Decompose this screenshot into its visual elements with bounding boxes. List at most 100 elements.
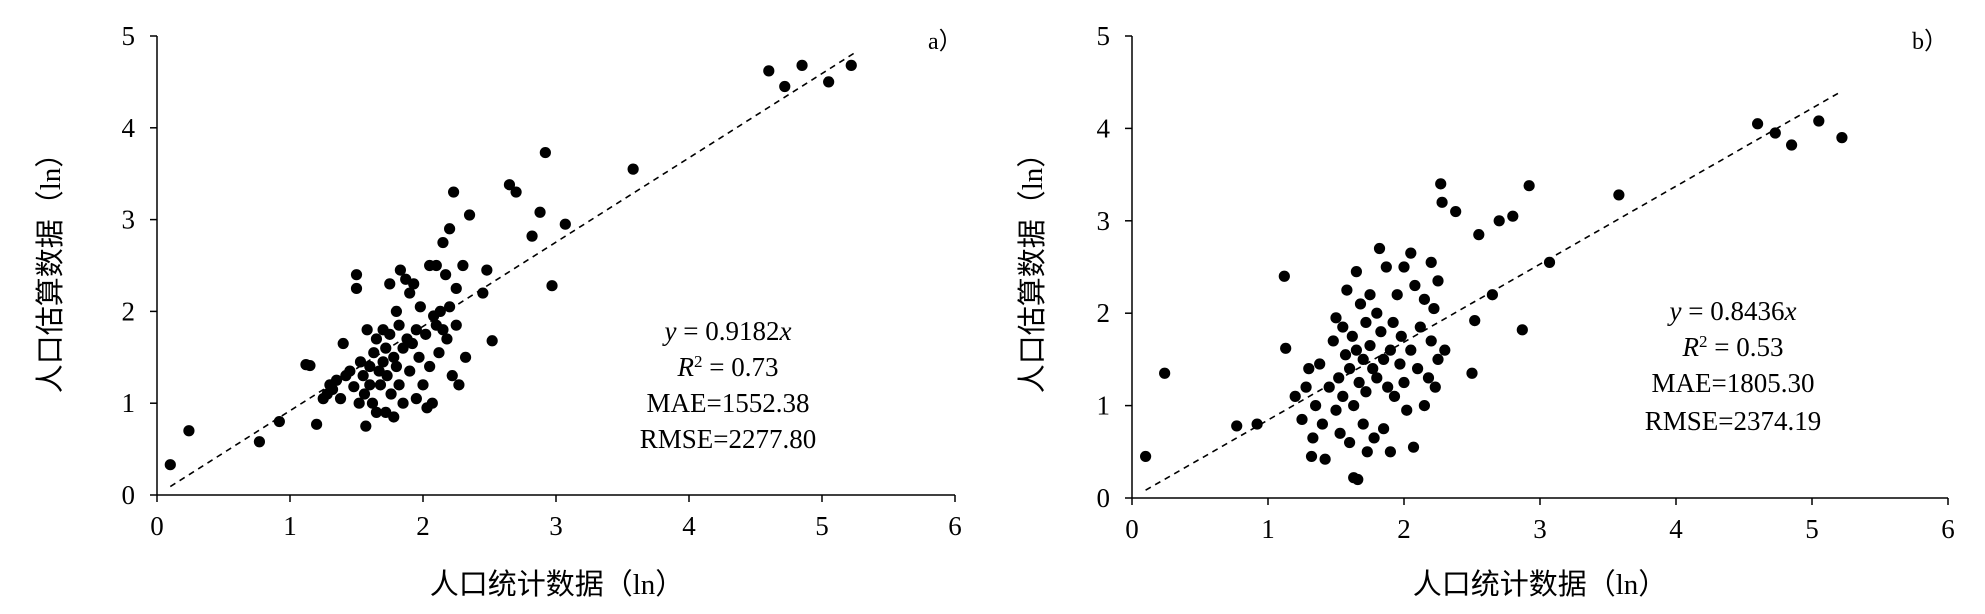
y-tick-label: 2 bbox=[122, 296, 136, 326]
y-tick-label: 5 bbox=[122, 21, 136, 51]
data-point bbox=[374, 379, 387, 391]
scatter-points bbox=[1140, 115, 1848, 486]
equation-y: y bbox=[1667, 296, 1682, 326]
data-point bbox=[1378, 423, 1390, 435]
data-point bbox=[326, 383, 339, 396]
data-point bbox=[1352, 473, 1364, 486]
data-point bbox=[1371, 307, 1383, 319]
data-point bbox=[1323, 381, 1335, 393]
data-point bbox=[1432, 275, 1444, 287]
data-point bbox=[354, 356, 367, 368]
data-point bbox=[450, 319, 462, 331]
x-tick-label: 4 bbox=[682, 511, 696, 541]
data-point bbox=[486, 335, 498, 347]
x-axis-label: 人口统计数据（ln） bbox=[1413, 568, 1668, 601]
x-tick-label: 1 bbox=[283, 511, 297, 541]
data-point bbox=[1836, 132, 1848, 144]
data-point bbox=[1401, 404, 1413, 416]
data-point bbox=[1330, 312, 1342, 324]
r-symbol: R bbox=[1682, 332, 1700, 362]
data-point bbox=[393, 319, 405, 331]
data-point bbox=[1357, 353, 1369, 365]
data-point bbox=[388, 351, 400, 363]
y-tick-label: 4 bbox=[1097, 113, 1111, 143]
data-point bbox=[1350, 344, 1362, 356]
data-point bbox=[457, 259, 469, 272]
data-point bbox=[1507, 210, 1519, 222]
data-point bbox=[253, 436, 266, 448]
data-point bbox=[426, 397, 438, 409]
data-point bbox=[1450, 205, 1462, 218]
x-tick-label: 1 bbox=[1261, 514, 1275, 544]
data-point bbox=[394, 264, 406, 276]
x-tick-label: 2 bbox=[416, 511, 430, 541]
data-point bbox=[1769, 127, 1781, 139]
data-point bbox=[1439, 344, 1451, 356]
x-axis-ticks: 0 1 2 3 4 5 6 bbox=[150, 495, 962, 541]
data-point bbox=[627, 163, 639, 175]
data-point bbox=[1337, 390, 1349, 402]
x-tick-label: 0 bbox=[1125, 514, 1139, 544]
data-point bbox=[364, 379, 376, 391]
data-point bbox=[1316, 418, 1328, 430]
mae-value: MAE=1552.38 bbox=[647, 388, 810, 418]
data-point bbox=[350, 282, 363, 295]
y-axis-ticks: 0 1 2 3 4 5 bbox=[1097, 21, 1132, 513]
data-point bbox=[1289, 390, 1301, 402]
x-tick-label: 0 bbox=[150, 511, 164, 541]
data-point bbox=[433, 347, 445, 359]
data-point bbox=[1305, 450, 1318, 463]
data-point bbox=[1327, 335, 1339, 347]
data-point bbox=[437, 324, 449, 336]
data-point bbox=[1348, 400, 1360, 412]
data-point bbox=[388, 411, 400, 423]
x-tick-label: 5 bbox=[815, 511, 829, 541]
data-point bbox=[1405, 344, 1417, 356]
data-point bbox=[1364, 289, 1376, 301]
data-point bbox=[1300, 381, 1312, 393]
data-point bbox=[763, 65, 775, 77]
data-point bbox=[1333, 372, 1345, 384]
data-point bbox=[1307, 432, 1319, 444]
data-point bbox=[414, 301, 426, 313]
data-point bbox=[481, 264, 493, 276]
data-point bbox=[1428, 302, 1440, 315]
data-point bbox=[446, 370, 458, 382]
data-point bbox=[393, 379, 405, 391]
data-point bbox=[430, 259, 442, 272]
r-squared-value: = 0.73 bbox=[703, 352, 779, 382]
r-exponent: 2 bbox=[694, 352, 703, 371]
data-point bbox=[406, 337, 418, 350]
data-point bbox=[546, 280, 558, 292]
data-point bbox=[1371, 372, 1383, 384]
data-point bbox=[1398, 261, 1410, 273]
x-axis-label: 人口统计数据（ln） bbox=[430, 568, 685, 601]
data-point bbox=[390, 305, 402, 317]
data-point bbox=[311, 418, 323, 430]
data-point bbox=[410, 393, 422, 405]
data-point bbox=[1350, 266, 1362, 278]
data-point bbox=[304, 359, 316, 372]
data-point bbox=[1412, 363, 1424, 375]
data-point bbox=[330, 374, 343, 386]
data-point bbox=[370, 406, 383, 418]
scatter-points bbox=[164, 59, 857, 471]
x-tick-label: 5 bbox=[1805, 514, 1819, 544]
data-point bbox=[417, 379, 429, 391]
data-point bbox=[1231, 420, 1243, 432]
data-point bbox=[1786, 139, 1798, 151]
data-point bbox=[1251, 418, 1263, 430]
data-point bbox=[1280, 342, 1292, 354]
data-point bbox=[1337, 321, 1349, 333]
y-axis-label: 人口估算数据（ln） bbox=[1016, 139, 1049, 394]
data-point bbox=[1380, 261, 1392, 273]
data-point bbox=[459, 351, 472, 363]
data-point bbox=[1353, 376, 1365, 389]
y-axis-ticks: 0 1 2 3 4 5 bbox=[122, 21, 157, 510]
data-point bbox=[384, 278, 396, 290]
data-point bbox=[440, 269, 452, 281]
data-point bbox=[441, 333, 453, 345]
equation-y: y bbox=[662, 316, 677, 346]
fit-line bbox=[1145, 91, 1840, 491]
